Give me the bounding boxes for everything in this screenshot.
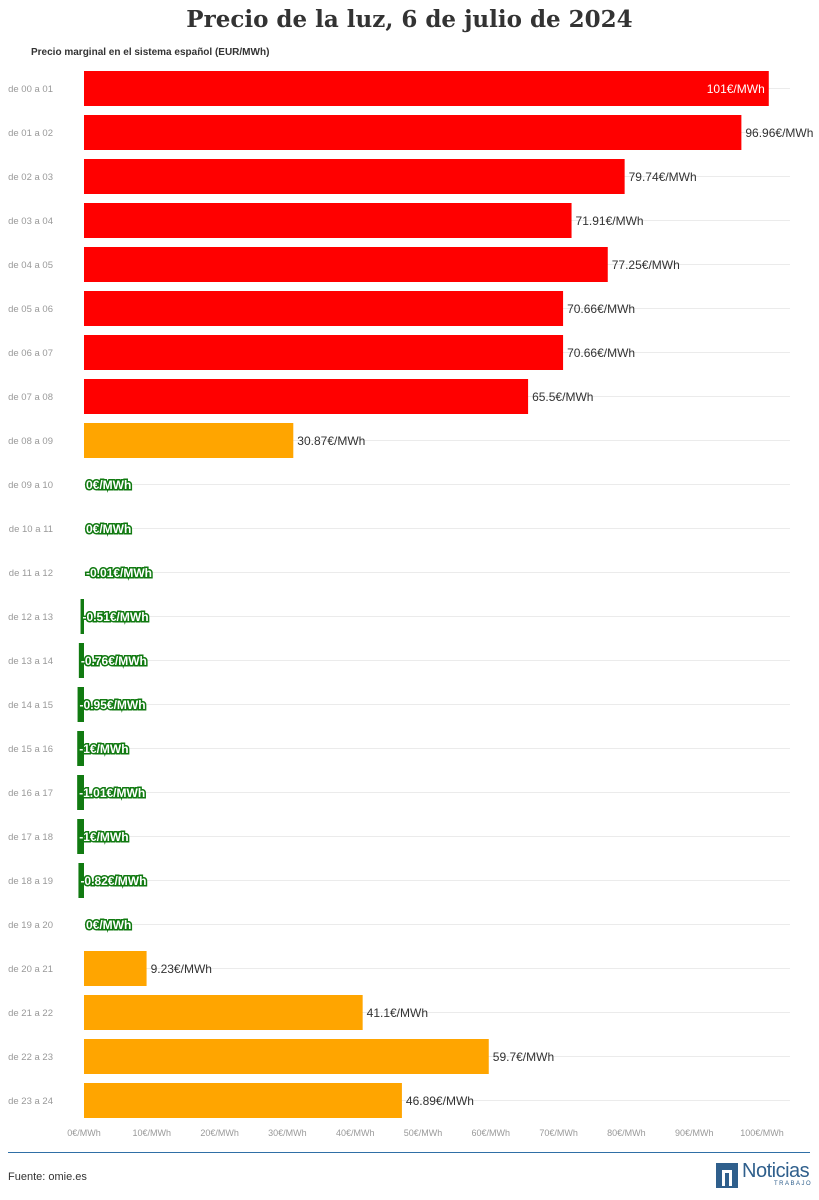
category-label: de 22 a 23 [8, 1052, 53, 1063]
bar [84, 335, 564, 370]
category-label: de 00 a 01 [8, 84, 53, 95]
bar [77, 819, 84, 854]
category-label: de 18 a 19 [8, 876, 53, 887]
x-tick-label: 70€/MWh [539, 1128, 578, 1138]
value-label: 46.89€/MWh [406, 1094, 474, 1108]
category-label: de 23 a 24 [8, 1096, 53, 1107]
category-label: de 04 a 05 [8, 260, 53, 271]
x-tick-label: 50€/MWh [404, 1128, 443, 1138]
logo-sub: TRABAJO [774, 1181, 813, 1187]
category-label: de 03 a 04 [8, 216, 53, 227]
value-label: -1€/MWh [79, 742, 128, 756]
value-label: 101€/MWh [707, 82, 765, 96]
category-label: de 10 a 11 [9, 524, 53, 535]
bar [78, 643, 84, 678]
value-label: 96.96€/MWh [745, 126, 813, 140]
value-label: 70.66€/MWh [567, 346, 635, 360]
logo-mark-icon [716, 1163, 738, 1188]
value-label: -1.01€/MWh [79, 786, 145, 800]
category-label: de 08 a 09 [8, 436, 53, 447]
category-label: de 09 a 10 [8, 480, 53, 491]
value-label: -0.76€/MWh [81, 654, 147, 668]
x-tick-label: 90€/MWh [675, 1128, 714, 1138]
value-label: 9.23€/MWh [151, 962, 212, 976]
x-tick-label: 0€/MWh [67, 1128, 101, 1138]
category-label: de 13 a 14 [8, 656, 53, 667]
category-label: de 20 a 21 [8, 964, 53, 975]
x-tick-label: 80€/MWh [607, 1128, 646, 1138]
value-label: -0.82€/MWh [80, 874, 146, 888]
bar [84, 379, 529, 414]
bar [84, 291, 564, 326]
value-label: -1€/MWh [79, 830, 128, 844]
value-label: 77.25€/MWh [612, 258, 680, 272]
value-label: 71.91€/MWh [576, 214, 644, 228]
category-label: de 15 a 16 [8, 744, 53, 755]
x-tick-label: 30€/MWh [268, 1128, 307, 1138]
category-label: de 12 a 13 [8, 612, 53, 623]
bar [84, 951, 147, 986]
bar [84, 247, 608, 282]
bar [84, 423, 294, 458]
x-tick-label: 40€/MWh [336, 1128, 375, 1138]
bar [84, 159, 625, 194]
value-label: 59.7€/MWh [493, 1050, 554, 1064]
bar [77, 731, 84, 766]
chart-title: Precio de la luz, 6 de julio de 2024 [186, 6, 633, 33]
x-tick-label: 10€/MWh [133, 1128, 172, 1138]
value-label: 79.74€/MWh [629, 170, 697, 184]
category-label: de 17 a 18 [8, 832, 53, 843]
value-label: -0.95€/MWh [80, 698, 146, 712]
bar [84, 1039, 489, 1074]
logo-word: Noticias [742, 1160, 810, 1182]
category-label: de 07 a 08 [8, 392, 53, 403]
value-label: -0.51€/MWh [83, 610, 149, 624]
x-tick-label: 60€/MWh [472, 1128, 511, 1138]
source-note: Fuente: omie.es [8, 1171, 87, 1183]
category-label: de 11 a 12 [9, 568, 53, 579]
value-label: 0€/MWh [86, 478, 131, 492]
bar [80, 599, 84, 634]
value-label: 41.1€/MWh [367, 1006, 428, 1020]
noticias-trabajo-logo: Noticias TRABAJO [716, 1160, 813, 1190]
value-label: 0€/MWh [86, 918, 131, 932]
bar [84, 203, 572, 238]
bar [77, 775, 84, 810]
category-label: de 02 a 03 [8, 172, 53, 183]
bar [78, 863, 84, 898]
footer-divider [8, 1152, 810, 1153]
category-label: de 06 a 07 [8, 348, 53, 359]
category-label: de 21 a 22 [8, 1008, 53, 1019]
category-label: de 05 a 06 [8, 304, 53, 315]
value-label: 30.87€/MWh [297, 434, 365, 448]
value-label: -0.01€/MWh [86, 566, 152, 580]
x-tick-label: 20€/MWh [200, 1128, 239, 1138]
category-label: de 19 a 20 [8, 920, 53, 931]
bar [84, 115, 742, 150]
x-tick-label: 100€/MWh [740, 1128, 784, 1138]
category-label: de 16 a 17 [8, 788, 53, 799]
value-label: 70.66€/MWh [567, 302, 635, 316]
value-label: 0€/MWh [86, 522, 131, 536]
value-label: 65.5€/MWh [532, 390, 593, 404]
bar-chart: de 00 a 01 101€/MWh de 01 a 02 96.96€/MWh de… [8, 71, 813, 1138]
bar [77, 687, 84, 722]
bar [84, 1083, 402, 1118]
bar [84, 995, 363, 1030]
bar [84, 71, 769, 106]
category-label: de 01 a 02 [8, 128, 53, 139]
category-label: de 14 a 15 [8, 700, 53, 711]
chart-subtitle: Precio marginal en el sistema español (E… [31, 47, 270, 58]
